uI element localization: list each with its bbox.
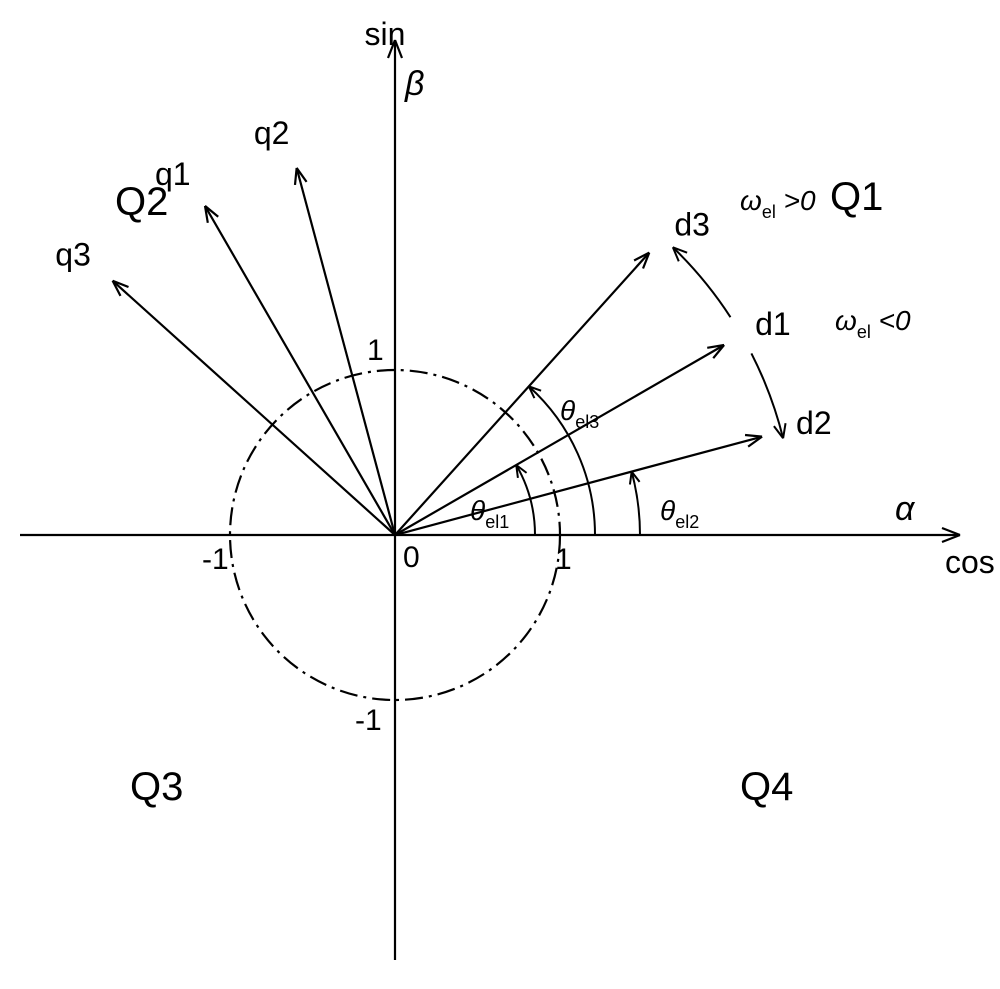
omega-neg-arrow xyxy=(783,423,785,438)
theta_el2-label: θel2 xyxy=(660,495,699,532)
d2-label: d2 xyxy=(796,405,832,441)
d3-label: d3 xyxy=(674,206,710,242)
omega-neg-label: ωel <0 xyxy=(835,305,911,342)
theta_el2-arrow xyxy=(630,472,632,485)
omega-pos-arc xyxy=(673,247,731,317)
tick-y-pos: 1 xyxy=(367,334,384,367)
theta_el3-label: θel3 xyxy=(560,395,599,432)
q1-label: q1 xyxy=(155,156,191,192)
beta-label: β xyxy=(404,65,424,103)
cos-label: cos xyxy=(945,544,995,580)
tick-x-pos: 1 xyxy=(555,543,572,576)
q-q3 xyxy=(113,281,395,535)
sin-label: sin xyxy=(365,16,406,52)
q-q2-arrow xyxy=(295,168,297,185)
q3-label: Q3 xyxy=(130,765,183,809)
theta_el1-label: θel1 xyxy=(470,495,509,532)
d-d2 xyxy=(395,437,762,535)
d-d3 xyxy=(395,253,649,535)
d-d2-arrow xyxy=(745,435,762,437)
q4-label: Q4 xyxy=(740,765,793,809)
q2-label: q2 xyxy=(254,115,290,151)
q1-label: Q1 xyxy=(830,175,883,219)
q3-label: q3 xyxy=(55,237,91,273)
omega-neg-arc xyxy=(751,353,783,438)
tick-x-neg: -1 xyxy=(202,543,229,576)
q-q1 xyxy=(205,206,395,535)
tick-y-neg: -1 xyxy=(355,704,382,737)
alpha-label: α xyxy=(895,490,916,528)
omega-pos-label: ωel >0 xyxy=(740,185,816,222)
tick-zero: 0 xyxy=(403,541,420,574)
d1-label: d1 xyxy=(755,306,791,342)
